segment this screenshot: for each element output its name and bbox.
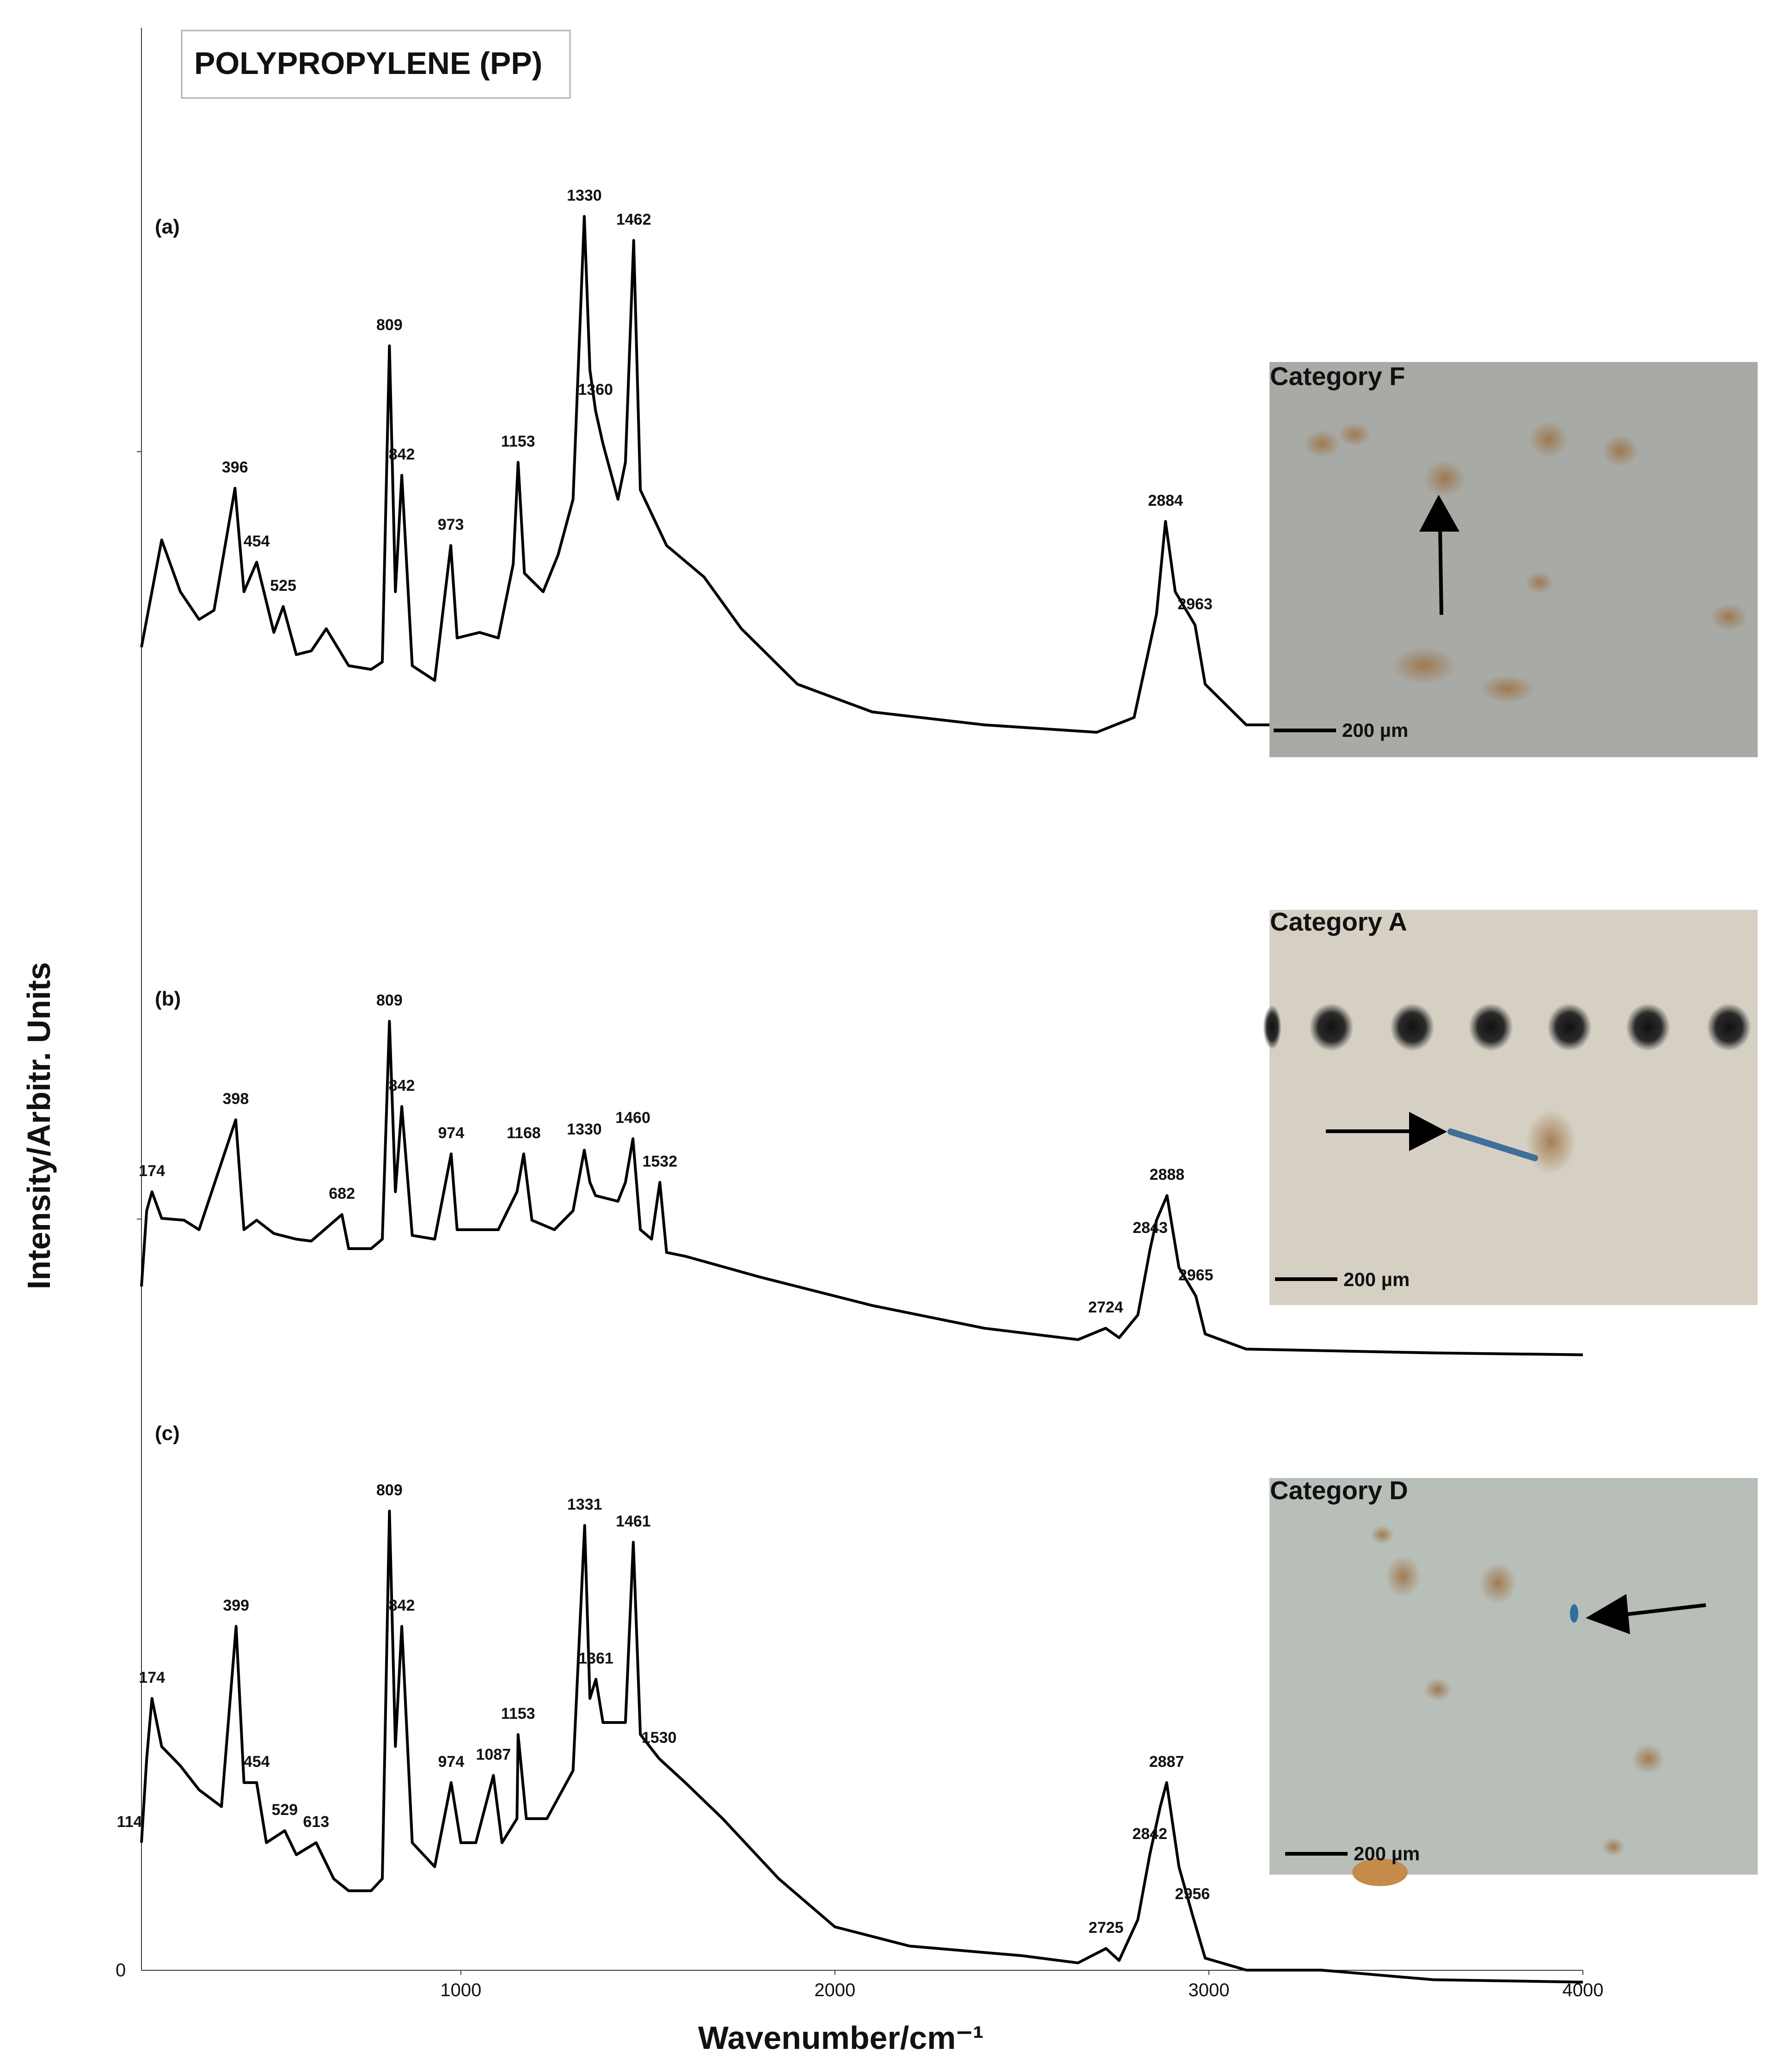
arrowhead-icon [1419,495,1459,532]
x-tick-label: 1000 [440,1980,481,2000]
y-zero-label: 0 [116,1960,126,1980]
spectrum-line-3 [140,1509,1583,1984]
arrowhead-icon [1586,1594,1630,1634]
blue-particle [1570,1604,1578,1623]
x-tick-label: 4000 [1563,1980,1604,2000]
peak-label: 1330 [567,187,602,204]
peak-label: 2843 [1133,1219,1168,1237]
peak-label: 396 [222,459,248,476]
spectrum-line-2 [140,1020,1583,1356]
axes: 0 [116,28,1583,1980]
peak-label: 809 [376,316,403,334]
peak-label: 1153 [501,433,535,450]
x-axis-title: Wavenumber/cm⁻¹ [698,2020,984,2056]
peak-label: 2888 [1150,1166,1185,1183]
scale-bar-label: 200 µm [1343,1269,1410,1290]
chart-title-box: POLYPROPYLENE (PP) [181,30,571,99]
inset-title: Category A [1270,907,1407,936]
peak-label: 114 [117,1813,142,1831]
peak-label: 2724 [1088,1299,1123,1316]
panel-label: (a) [155,215,180,238]
spectrum-line-1 [140,215,1583,734]
peak-label: 613 [303,1813,329,1831]
arrowhead-icon [1409,1112,1447,1151]
peak-label: 174 [139,1669,165,1686]
peak-label: 1462 [616,211,651,228]
spectra-layer: (a) 396 454 525 809 842 973 1153 1330 1360 1462 288… [117,187,1583,1984]
y-axis-title: Intensity/Arbitr. Units [21,962,57,1289]
scale-bar-label: 200 µm [1342,719,1408,741]
peak-label: 529 [271,1801,298,1819]
peak-label: 842 [389,1597,415,1614]
x-axis-ticks: 1000 2000 3000 4000 [440,1970,1603,2000]
peak-label: 2842 [1132,1825,1167,1843]
peak-label: 398 [223,1090,249,1108]
peak-label: 974 [438,1753,465,1771]
peak-label: 399 [223,1597,249,1614]
peak-label: 842 [389,446,415,463]
peak-label: 2956 [1175,1885,1210,1903]
peak-label: 1087 [476,1746,511,1763]
peak-label: 1460 [615,1109,650,1127]
inset-title: Category F [1270,362,1405,391]
peak-label: 1361 [578,1649,613,1667]
peak-label: 1530 [642,1729,677,1747]
blue-fiber [1447,1128,1538,1161]
inset-category-d: Category D 200 µm [1269,1476,1758,1886]
peak-label: 809 [376,992,403,1009]
peak-label: 1331 [567,1496,602,1514]
panel-label: (c) [155,1422,180,1445]
peak-label: 842 [389,1077,415,1095]
peak-label: 973 [438,516,464,533]
x-tick-label: 2000 [814,1980,855,2000]
peak-label: 2963 [1177,595,1213,613]
peak-label: 2884 [1148,492,1183,509]
panel-label: (b) [155,987,181,1010]
peak-label: 974 [438,1124,465,1142]
peak-label: 1360 [578,381,613,398]
peak-label: 1153 [501,1705,535,1723]
peak-label: 682 [329,1185,355,1202]
arrow-icon [1438,527,1443,615]
peak-label: 174 [139,1162,165,1180]
micrograph-d [1269,1478,1758,1875]
peak-label: 454 [244,1753,270,1771]
x-tick-label: 3000 [1188,1980,1229,2000]
peak-label: 809 [376,1481,403,1499]
peak-label: 2725 [1089,1919,1124,1937]
arrow-icon [1622,1603,1706,1617]
peak-label: 1168 [507,1124,541,1142]
peak-label: 2887 [1149,1753,1184,1771]
peak-label: 525 [270,577,296,595]
peak-label: 1461 [616,1513,651,1530]
scale-bar-label: 200 µm [1354,1843,1420,1864]
peak-label: 454 [244,533,270,550]
inset-title: Category D [1270,1476,1408,1505]
chart-title: POLYPROPYLENE (PP) [194,46,542,81]
peak-label: 1532 [642,1153,677,1171]
inset-category-f: Category F 200 µm [1269,362,1758,757]
inset-category-a: Category A 200 µm [1263,907,1758,1305]
micrograph-a [1269,910,1758,1305]
peak-label: 2965 [1178,1267,1214,1284]
peak-label: 1330 [567,1121,602,1138]
